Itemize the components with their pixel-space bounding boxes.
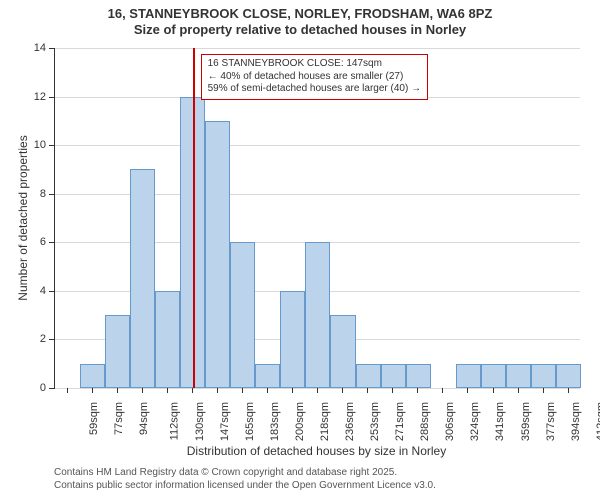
x-tick bbox=[167, 388, 168, 393]
x-tick-label: 77sqm bbox=[113, 402, 125, 435]
callout-line: 16 STANNEYBROOK CLOSE: 147sqm bbox=[208, 58, 421, 71]
x-tick bbox=[317, 388, 318, 393]
x-tick bbox=[192, 388, 193, 393]
footer-line-1: Contains HM Land Registry data © Crown c… bbox=[54, 466, 600, 479]
title-line-1: 16, STANNEYBROOK CLOSE, NORLEY, FRODSHAM… bbox=[0, 6, 600, 22]
title-line-2: Size of property relative to detached ho… bbox=[0, 22, 600, 38]
y-tick bbox=[49, 97, 54, 98]
y-tick-label: 12 bbox=[26, 91, 46, 103]
x-tick-label: 236sqm bbox=[344, 402, 356, 441]
y-tick-label: 2 bbox=[26, 333, 46, 345]
y-tick-label: 10 bbox=[26, 139, 46, 151]
x-tick-label: 271sqm bbox=[394, 402, 406, 441]
y-tick bbox=[49, 242, 54, 243]
x-tick-label: 359sqm bbox=[520, 402, 532, 441]
histogram-bar bbox=[456, 364, 481, 388]
callout-line: ← 40% of detached houses are smaller (27… bbox=[208, 71, 421, 84]
gridline bbox=[55, 145, 580, 146]
x-tick bbox=[267, 388, 268, 393]
x-tick-label: 165sqm bbox=[244, 402, 256, 441]
x-tick-label: 130sqm bbox=[194, 402, 206, 441]
callout-line: 59% of semi-detached houses are larger (… bbox=[208, 83, 421, 96]
histogram-bar bbox=[506, 364, 531, 388]
x-tick bbox=[92, 388, 93, 393]
histogram-bar bbox=[230, 242, 255, 388]
y-tick-label: 8 bbox=[26, 188, 46, 200]
marker-line bbox=[193, 48, 195, 388]
histogram-bar bbox=[481, 364, 506, 388]
footer-line-2: Contains public sector information licen… bbox=[54, 479, 600, 492]
x-tick-label: 324sqm bbox=[470, 402, 482, 441]
x-tick bbox=[467, 388, 468, 393]
x-tick-label: 306sqm bbox=[445, 402, 457, 441]
y-tick-label: 6 bbox=[26, 236, 46, 248]
x-tick bbox=[367, 388, 368, 393]
histogram-bar bbox=[105, 315, 130, 388]
x-tick-label: 94sqm bbox=[138, 402, 150, 435]
x-tick-label: 147sqm bbox=[219, 402, 231, 441]
x-tick bbox=[568, 388, 569, 393]
x-tick-label: 218sqm bbox=[319, 402, 331, 441]
chart-footer: Contains HM Land Registry data © Crown c… bbox=[0, 466, 600, 492]
histogram-chart: 16, STANNEYBROOK CLOSE, NORLEY, FRODSHAM… bbox=[0, 0, 600, 500]
x-tick-label: 394sqm bbox=[570, 402, 582, 441]
x-tick-label: 412sqm bbox=[595, 402, 600, 441]
x-tick-label: 200sqm bbox=[294, 402, 306, 441]
x-tick bbox=[442, 388, 443, 393]
x-tick bbox=[117, 388, 118, 393]
gridline bbox=[55, 48, 580, 49]
x-tick-label: 183sqm bbox=[269, 402, 281, 441]
histogram-bar bbox=[155, 291, 180, 388]
x-tick bbox=[543, 388, 544, 393]
x-tick bbox=[142, 388, 143, 393]
x-tick bbox=[493, 388, 494, 393]
x-axis-label: Distribution of detached houses by size … bbox=[54, 444, 579, 458]
y-tick-label: 14 bbox=[26, 42, 46, 54]
histogram-bar bbox=[280, 291, 305, 388]
histogram-bar bbox=[531, 364, 556, 388]
histogram-bar bbox=[556, 364, 581, 388]
x-tick bbox=[392, 388, 393, 393]
y-tick-label: 0 bbox=[26, 382, 46, 394]
y-tick bbox=[49, 48, 54, 49]
marker-callout: 16 STANNEYBROOK CLOSE: 147sqm← 40% of de… bbox=[201, 54, 428, 100]
x-tick-label: 377sqm bbox=[545, 402, 557, 441]
x-tick bbox=[67, 388, 68, 393]
chart-title: 16, STANNEYBROOK CLOSE, NORLEY, FRODSHAM… bbox=[0, 6, 600, 39]
x-tick bbox=[217, 388, 218, 393]
x-tick bbox=[342, 388, 343, 393]
x-tick bbox=[518, 388, 519, 393]
histogram-bar bbox=[255, 364, 280, 388]
histogram-bar bbox=[205, 121, 230, 388]
histogram-bar bbox=[356, 364, 381, 388]
x-tick bbox=[292, 388, 293, 393]
y-tick bbox=[49, 388, 54, 389]
histogram-bar bbox=[130, 169, 155, 388]
plot-area: 16 STANNEYBROOK CLOSE: 147sqm← 40% of de… bbox=[54, 48, 580, 389]
x-tick-label: 288sqm bbox=[419, 402, 431, 441]
x-tick bbox=[417, 388, 418, 393]
y-tick bbox=[49, 194, 54, 195]
x-tick-label: 341sqm bbox=[495, 402, 507, 441]
histogram-bar bbox=[305, 242, 330, 388]
histogram-bar bbox=[330, 315, 355, 388]
x-tick-label: 253sqm bbox=[369, 402, 381, 441]
y-axis-label: Number of detached properties bbox=[16, 135, 30, 300]
x-tick-label: 112sqm bbox=[168, 402, 180, 440]
y-tick bbox=[49, 145, 54, 146]
x-tick-label: 59sqm bbox=[88, 402, 100, 435]
y-tick-label: 4 bbox=[26, 285, 46, 297]
histogram-bar bbox=[381, 364, 406, 388]
y-tick bbox=[49, 339, 54, 340]
x-tick bbox=[242, 388, 243, 393]
histogram-bar bbox=[406, 364, 431, 388]
histogram-bar bbox=[80, 364, 105, 388]
y-tick bbox=[49, 291, 54, 292]
